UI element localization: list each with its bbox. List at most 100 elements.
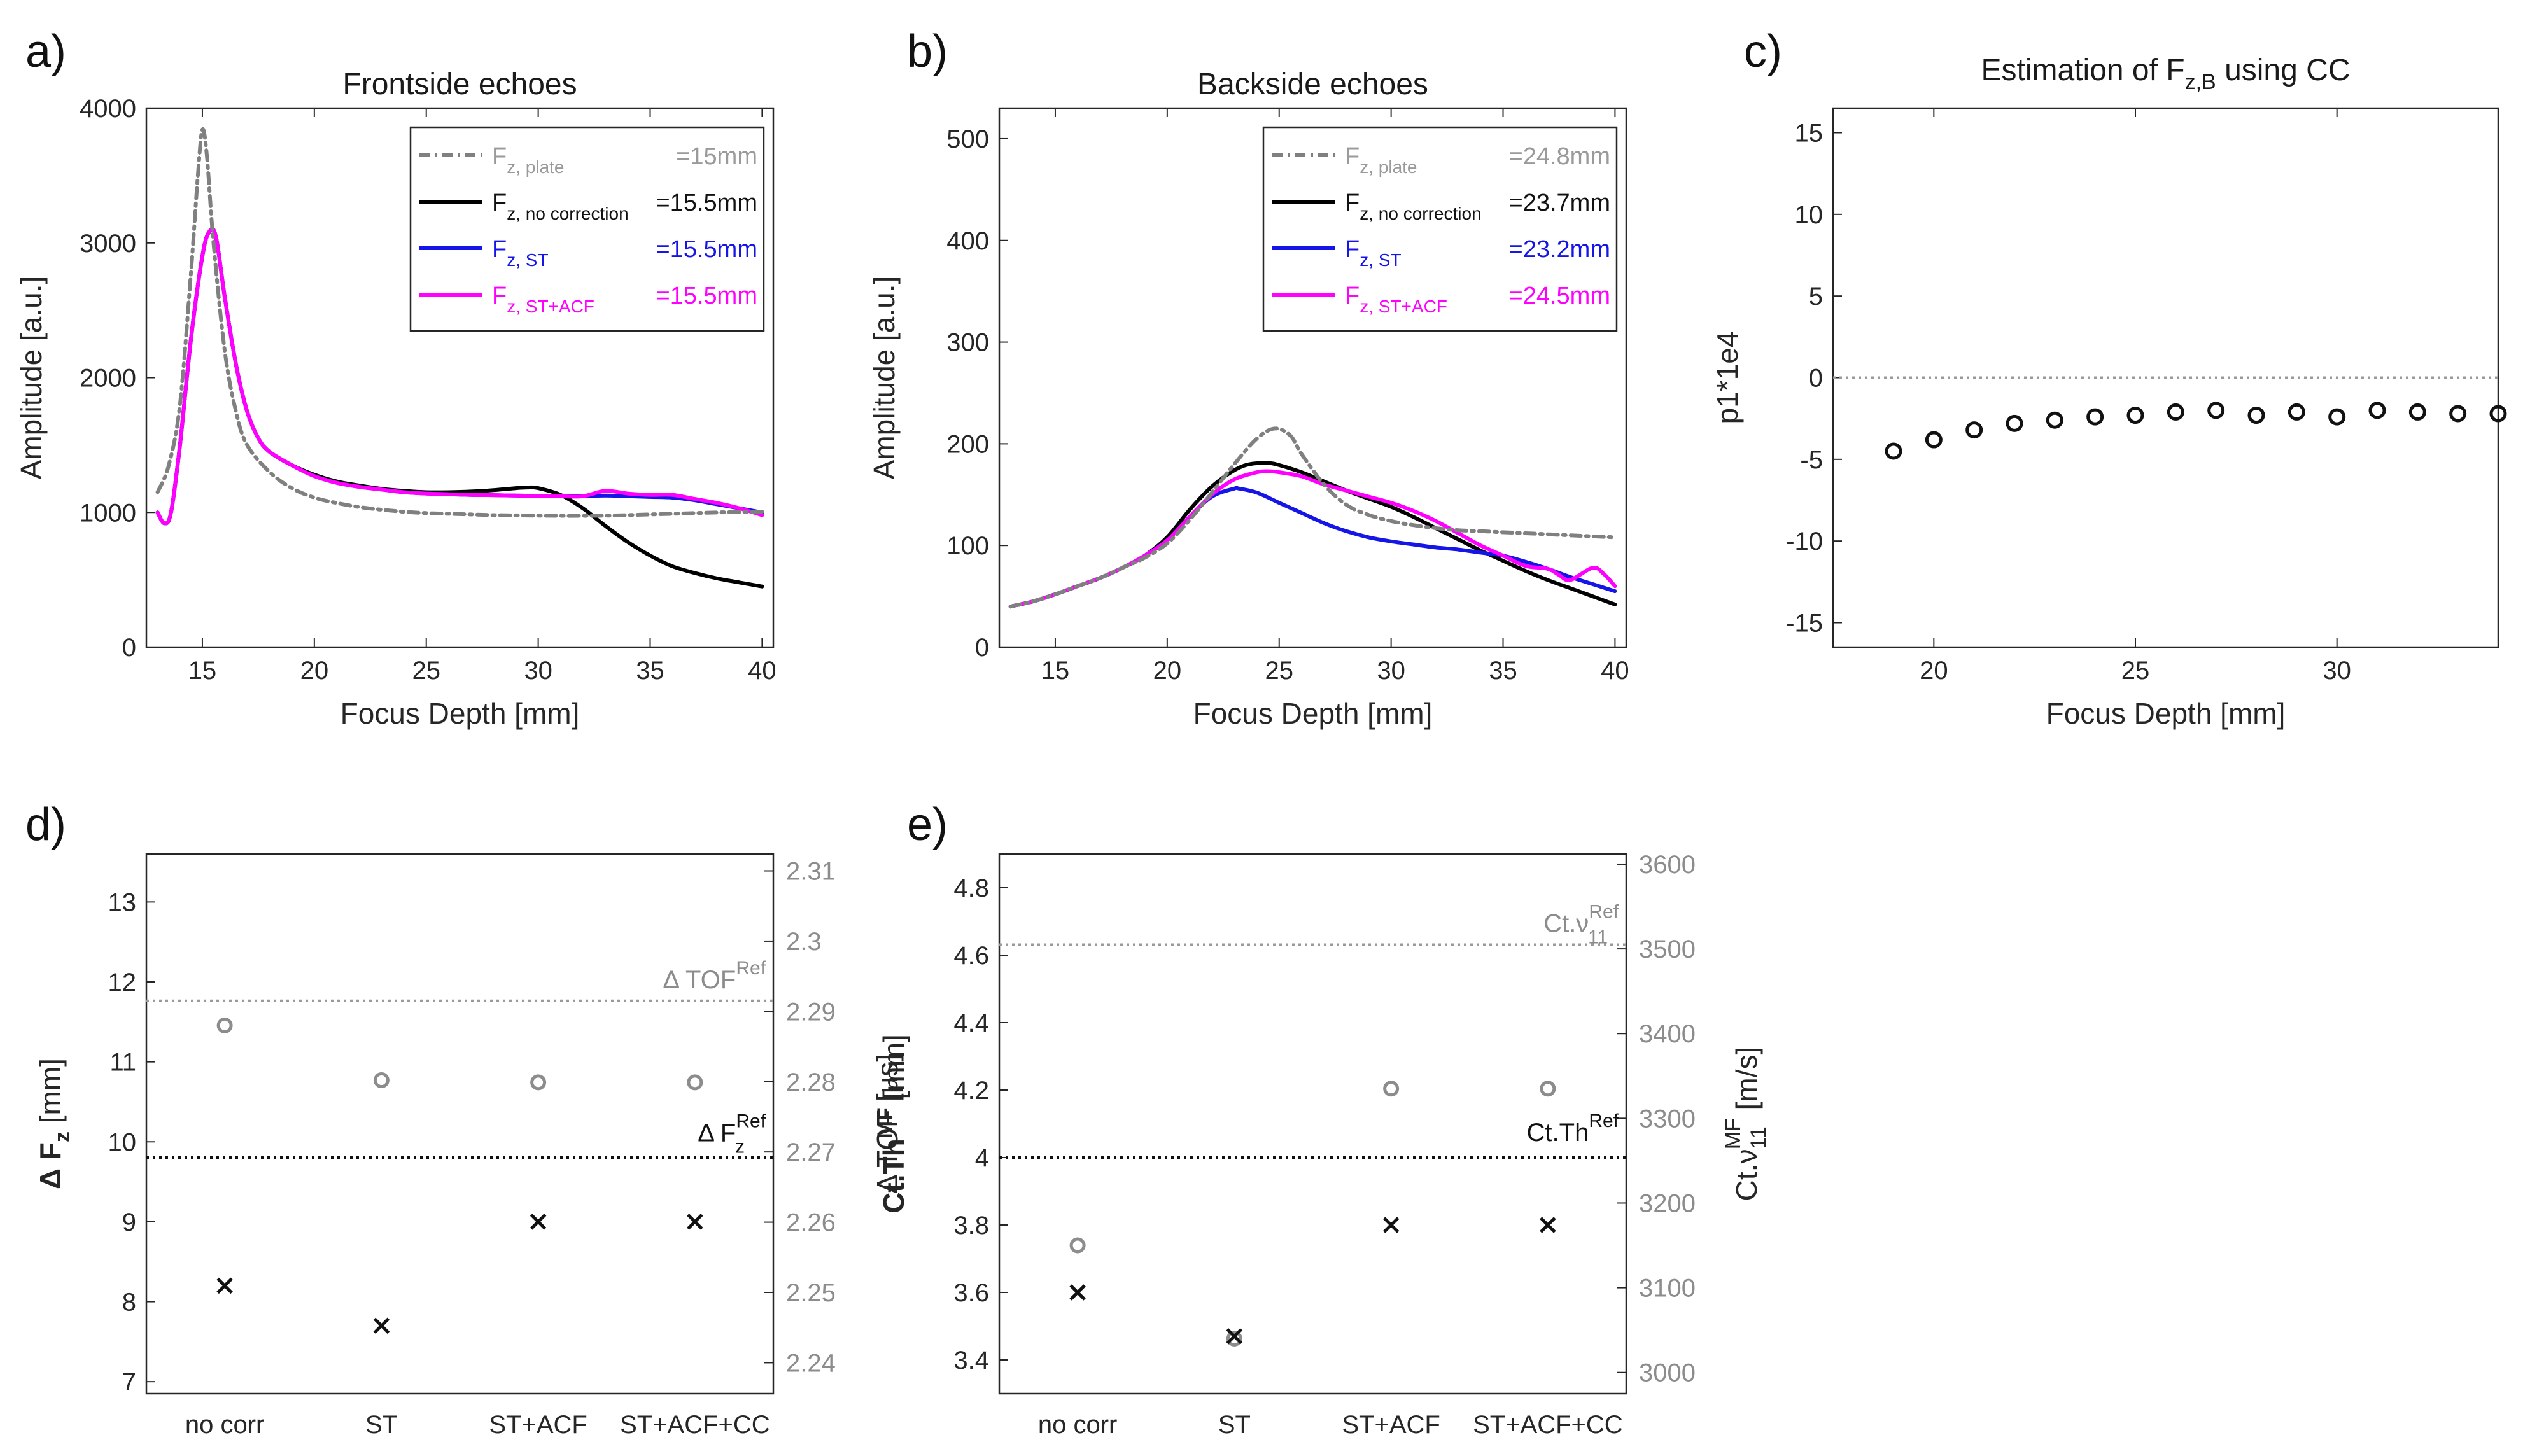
y-tick-label-d: 13	[108, 888, 137, 916]
data-point-circle-e	[1069, 1237, 1086, 1254]
data-point-circle-d	[530, 1074, 547, 1091]
x-tick-label-b: 25	[1265, 657, 1293, 685]
y2-tick-label-e: 3600	[1639, 851, 1696, 879]
legend-value-b-1: =23.7mm	[1509, 190, 1610, 216]
data-point-c	[2006, 414, 2023, 432]
axis-label-sub: z	[50, 1131, 74, 1142]
x-tick-label-b: 35	[1489, 657, 1517, 685]
legend-value-a-1: =15.5mm	[656, 190, 757, 216]
cross-stroke	[1226, 1328, 1243, 1345]
x-axis-label-c: Focus Depth [mm]	[2046, 697, 2286, 730]
chart-title-a: Frontside echoes	[342, 67, 577, 101]
y-tick-label-d: 8	[122, 1289, 136, 1317]
legend-label-a-0: Fz, plate	[492, 143, 565, 177]
data-point-circle-e	[1540, 1081, 1556, 1097]
category-label-d: no corr	[185, 1411, 265, 1439]
legend-label-main: F	[1345, 283, 1360, 309]
legend-label-sub: z, ST	[1360, 250, 1401, 270]
legend-label-main: F	[1345, 143, 1360, 170]
x-tick-label-b: 20	[1153, 657, 1182, 685]
legend-label-b-0: Fz, plate	[1345, 143, 1417, 177]
legend-box-a	[409, 126, 765, 332]
data-point-c	[1925, 431, 1943, 449]
legend-label-sub: z, ST+ACF	[1360, 297, 1447, 316]
axis-label-sup: MF	[1721, 1118, 1745, 1149]
data-point-c	[2368, 402, 2386, 419]
x-tick-label-c: 30	[2323, 657, 2351, 685]
title-main: Estimation of F	[1981, 53, 2185, 87]
y-tick-label-a: 0	[122, 634, 136, 662]
category-label-e: ST+ACF	[1342, 1411, 1440, 1439]
y-tick-label-b: 100	[946, 532, 989, 560]
y2-tick-label-e: 3100	[1639, 1275, 1696, 1303]
legend-label-main: F	[492, 143, 507, 170]
axis-label-sup: MF	[873, 1107, 897, 1138]
data-point-c	[2086, 408, 2104, 426]
axis-label-main: Ct.Th	[877, 1138, 910, 1214]
legend-label-b-2: Fz, ST	[1345, 236, 1402, 270]
panel-label-c: c)	[1744, 26, 1782, 77]
y2-tick-label-e: 3200	[1639, 1189, 1696, 1217]
y-axis-label-right-e: Ct.ν11MF [m/s]	[1721, 1047, 1771, 1201]
ref-label-sup: Ref	[1589, 1110, 1619, 1131]
category-label-e: no corr	[1038, 1411, 1118, 1439]
data-point-circle-e	[1383, 1081, 1400, 1097]
y2-tick-label-d: 2.28	[786, 1068, 836, 1096]
x-tick-label-c: 20	[1920, 657, 1948, 685]
y2-tick-label-e: 3300	[1639, 1105, 1696, 1133]
plot-area-d	[145, 853, 775, 1395]
y-tick-label-e: 3.8	[953, 1212, 989, 1240]
y-axis-label-b: Amplitude [a.u.]	[868, 276, 901, 480]
data-point-cross-e	[1226, 1328, 1243, 1345]
ref-label-main: Ct.Th	[1527, 1119, 1589, 1147]
legend-value-b-0: =24.8mm	[1509, 143, 1610, 170]
series-line-a-0	[155, 127, 764, 518]
axis-label-end: [mm]	[877, 1034, 910, 1107]
ref-label-main: Δ F	[698, 1119, 736, 1147]
data-point-cross-d	[373, 1317, 390, 1334]
legend-label-b-1: Fz, no correction	[1345, 190, 1482, 223]
data-point-c	[2247, 407, 2265, 424]
y2-tick-label-d: 2.3	[786, 928, 822, 956]
y-axis-label-left-e: Ct.ThMF [mm]	[873, 1034, 910, 1214]
cross-stroke	[1540, 1217, 1556, 1233]
cross-stroke	[1069, 1284, 1086, 1301]
y-tick-label-a: 4000	[80, 95, 136, 123]
y-tick-label-e: 4.6	[953, 942, 989, 970]
y2-tick-label-d: 2.27	[786, 1138, 836, 1166]
ref-label-sup: Ref	[736, 958, 766, 979]
x-tick-label-b: 15	[1041, 657, 1070, 685]
axis-label-sub: 11	[1746, 1126, 1771, 1149]
reference-label-right-d: Δ TOFRef	[663, 958, 766, 994]
y-tick-label-d: 7	[122, 1368, 136, 1396]
y2-tick-label-d: 2.31	[786, 858, 836, 886]
ref-label-sub: 11	[1588, 927, 1608, 948]
legend-box-b	[1262, 126, 1618, 332]
y2-tick-label-d: 2.24	[786, 1349, 836, 1377]
y2-tick-label-d: 2.26	[786, 1209, 836, 1237]
data-point-c	[2449, 405, 2467, 423]
legend-label-main: F	[1345, 236, 1360, 263]
chart-title-b: Backside echoes	[1197, 67, 1428, 101]
data-point-c	[2489, 405, 2507, 423]
category-label-e: ST	[1218, 1411, 1251, 1439]
y-tick-label-e: 4	[975, 1144, 989, 1172]
y-axis-label-c: p1*1e4	[1711, 332, 1744, 424]
y2-tick-label-e: 3000	[1639, 1359, 1696, 1387]
legend-value-b-2: =23.2mm	[1509, 236, 1610, 263]
y-tick-label-e: 4.4	[953, 1009, 989, 1037]
y-tick-label-c: -15	[1786, 610, 1823, 638]
y-tick-label-b: 400	[946, 227, 989, 255]
legend-label-main: F	[492, 236, 507, 263]
ref-label-sup: Ref	[736, 1110, 766, 1131]
x-tick-label-a: 40	[748, 657, 777, 685]
legend-label-sub: z, ST	[507, 250, 548, 270]
x-tick-label-c: 25	[2121, 657, 2150, 685]
data-point-c	[2167, 403, 2184, 421]
cross-stroke	[216, 1277, 233, 1294]
data-point-c	[2288, 403, 2305, 421]
y-tick-label-c: -5	[1800, 446, 1823, 474]
series-line-b-0	[1008, 426, 1617, 609]
legend-value-a-2: =15.5mm	[656, 236, 757, 263]
